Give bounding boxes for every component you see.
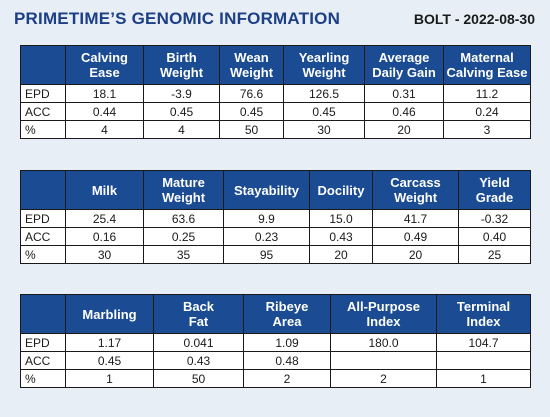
table-cell: 1 — [65, 369, 154, 388]
genomic-table-1: Calving Ease Birth Weight Wean Weight Yearl… — [20, 45, 531, 139]
table-cell: 4 — [143, 120, 220, 139]
table-cell: 0.46 — [364, 102, 444, 121]
table-cell: 4 — [65, 120, 144, 139]
table-cell — [330, 351, 437, 370]
table-cell: 18.1 — [65, 84, 144, 103]
table-cell: 20 — [364, 120, 444, 139]
row-label: ACC — [20, 102, 66, 121]
column-header: Mature Weight — [143, 170, 224, 210]
table-cell: 11.2 — [443, 84, 531, 103]
table-cell: 30 — [65, 245, 144, 264]
page-header: PRIMETIME’S GENOMIC INFORMATION BOLT - 2… — [0, 0, 550, 32]
table-cell: 0.16 — [65, 227, 144, 246]
table-cell: 2 — [243, 369, 331, 388]
column-header: Docility — [309, 170, 373, 210]
row-label: ACC — [20, 227, 66, 246]
table-cell: -0.32 — [458, 209, 531, 228]
table-cell: 0.45 — [283, 102, 365, 121]
table-row: EPD 18.1 -3.9 76.6 126.5 0.31 11.2 — [20, 84, 531, 103]
genomic-table-2: Milk Mature Weight Stayability Docility C… — [20, 170, 531, 264]
column-header: All-Purpose Index — [330, 294, 437, 334]
table-cell: 0.49 — [372, 227, 459, 246]
column-header: Wean Weight — [219, 45, 284, 85]
corner-cell — [20, 170, 66, 210]
column-header: Back Fat — [153, 294, 244, 334]
table-row: ACC 0.45 0.43 0.48 — [20, 351, 531, 370]
row-label: % — [20, 245, 66, 264]
table-cell: 63.6 — [143, 209, 224, 228]
table-cell: 1 — [436, 369, 531, 388]
table-cell: 30 — [283, 120, 365, 139]
column-header: Yearling Weight — [283, 45, 365, 85]
table-cell — [436, 351, 531, 370]
column-header: Average Daily Gain — [364, 45, 444, 85]
table-cell: 25 — [458, 245, 531, 264]
table-row: ACC 0.44 0.45 0.45 0.45 0.46 0.24 — [20, 102, 531, 121]
row-label: EPD — [20, 84, 66, 103]
table-cell: 180.0 — [330, 333, 437, 352]
column-header: Calving Ease — [65, 45, 144, 85]
table-row: EPD 25.4 63.6 9.9 15.0 41.7 -0.32 — [20, 209, 531, 228]
table-cell: 9.9 — [223, 209, 310, 228]
table-cell: 0.44 — [65, 102, 144, 121]
table-cell: 0.31 — [364, 84, 444, 103]
row-label: % — [20, 120, 66, 139]
column-header: Marbling — [65, 294, 154, 334]
table-cell: 126.5 — [283, 84, 365, 103]
table-cell: 0.43 — [309, 227, 373, 246]
table-cell: 1.17 — [65, 333, 154, 352]
column-header: Maternal Calving Ease — [443, 45, 531, 85]
table-cell: 0.24 — [443, 102, 531, 121]
table-cell: 95 — [223, 245, 310, 264]
column-header: Terminal Index — [436, 294, 531, 334]
table-cell: 0.45 — [219, 102, 284, 121]
table-cell: 0.45 — [65, 351, 154, 370]
table-cell: -3.9 — [143, 84, 220, 103]
table-cell: 35 — [143, 245, 224, 264]
column-header: Stayability — [223, 170, 310, 210]
corner-cell — [20, 45, 66, 85]
table-header-row: Marbling Back Fat Ribeye Area All-Purpose I… — [20, 294, 531, 334]
table-cell: 0.48 — [243, 351, 331, 370]
genomic-table-3: Marbling Back Fat Ribeye Area All-Purpose I… — [20, 294, 531, 388]
table-header-row: Calving Ease Birth Weight Wean Weight Yearl… — [20, 45, 531, 85]
table-row: % 1 50 2 2 1 — [20, 369, 531, 388]
table-cell: 41.7 — [372, 209, 459, 228]
table-cell: 20 — [309, 245, 373, 264]
table-cell: 0.25 — [143, 227, 224, 246]
table-cell: 3 — [443, 120, 531, 139]
table-cell: 104.7 — [436, 333, 531, 352]
row-label: ACC — [20, 351, 66, 370]
table-row: ACC 0.16 0.25 0.23 0.43 0.49 0.40 — [20, 227, 531, 246]
table-cell: 0.23 — [223, 227, 310, 246]
table-cell: 76.6 — [219, 84, 284, 103]
column-header: Birth Weight — [143, 45, 220, 85]
row-label: % — [20, 369, 66, 388]
column-header: Milk — [65, 170, 144, 210]
column-header: Yield Grade — [458, 170, 531, 210]
table-cell: 0.041 — [153, 333, 244, 352]
column-header: Ribeye Area — [243, 294, 331, 334]
corner-cell — [20, 294, 66, 334]
table-cell: 50 — [219, 120, 284, 139]
report-subtitle: BOLT - 2022-08-30 — [413, 11, 535, 27]
table-cell: 50 — [153, 369, 244, 388]
table-cell: 0.43 — [153, 351, 244, 370]
table-header-row: Milk Mature Weight Stayability Docility C… — [20, 170, 531, 210]
row-label: EPD — [20, 333, 66, 352]
table-row: % 4 4 50 30 20 3 — [20, 120, 531, 139]
column-header: Carcass Weight — [372, 170, 459, 210]
table-cell: 2 — [330, 369, 437, 388]
table-cell: 1.09 — [243, 333, 331, 352]
table-cell: 0.40 — [458, 227, 531, 246]
table-cell: 20 — [372, 245, 459, 264]
page-title: PRIMETIME’S GENOMIC INFORMATION — [14, 9, 341, 28]
table-cell: 0.45 — [143, 102, 220, 121]
row-label: EPD — [20, 209, 66, 228]
table-cell: 15.0 — [309, 209, 373, 228]
table-cell: 25.4 — [65, 209, 144, 228]
table-row: % 30 35 95 20 20 25 — [20, 245, 531, 264]
table-row: EPD 1.17 0.041 1.09 180.0 104.7 — [20, 333, 531, 352]
